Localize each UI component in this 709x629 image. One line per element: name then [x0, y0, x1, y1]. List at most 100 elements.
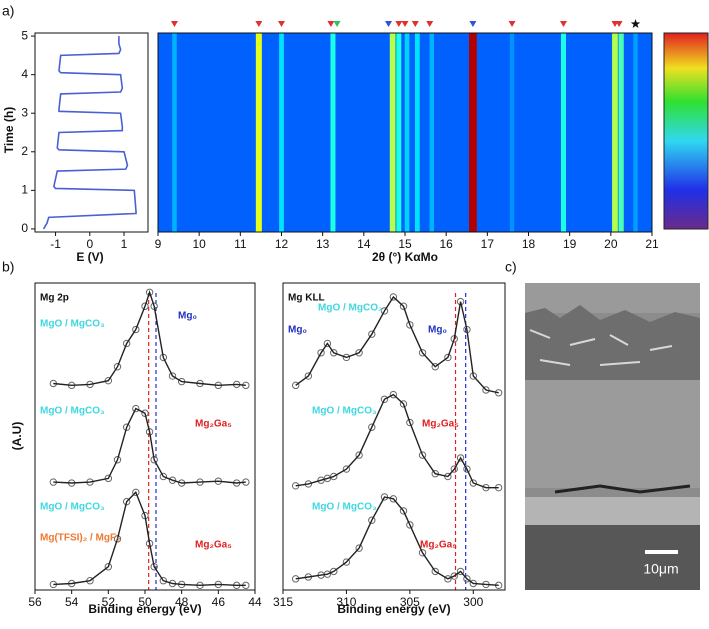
- x-tick-label: 44: [248, 595, 262, 609]
- x-axis-label: E (V): [76, 250, 103, 264]
- marker-triangle: [385, 21, 393, 27]
- data-point: [380, 395, 389, 403]
- data-point: [368, 516, 376, 524]
- data-point: [399, 507, 408, 515]
- data-point: [450, 572, 458, 580]
- data-point: [113, 535, 122, 543]
- sem-bottom: [525, 525, 700, 590]
- sem-middle: [525, 380, 700, 488]
- marker-triangle: [170, 21, 178, 27]
- reflection-stripe: [172, 33, 177, 232]
- x-axis-label: Binding energy (eV): [337, 602, 450, 616]
- x-tick-label: 46: [212, 595, 226, 609]
- x-tick-label: 21: [645, 237, 659, 251]
- x-tick-label: 9: [155, 237, 162, 251]
- y-tick-label: 4: [21, 67, 28, 81]
- reflection-stripe: [396, 33, 402, 232]
- x-tick-label: 305: [400, 595, 420, 609]
- data-point: [463, 575, 471, 583]
- data-point: [304, 372, 313, 380]
- reflection-stripe: [633, 33, 638, 232]
- marker-triangle: [401, 21, 409, 27]
- annotation: Mg₂Ga₅: [420, 540, 457, 551]
- x-tick-label: 13: [316, 237, 330, 251]
- x-tick-label: 15: [398, 237, 412, 251]
- data-point: [113, 456, 122, 464]
- x-tick-label: 20: [604, 237, 618, 251]
- fit-line: [53, 407, 246, 484]
- x-tick-label: 48: [175, 595, 189, 609]
- data-point: [418, 549, 427, 557]
- data-point: [132, 404, 140, 413]
- sem-texture: [529, 329, 673, 366]
- data-point: [355, 349, 363, 357]
- scale-bar-label: 10μm: [643, 561, 678, 577]
- data-point: [406, 321, 414, 329]
- x-tick-label: 50: [138, 595, 152, 609]
- reflection-stripe: [618, 33, 624, 232]
- data-point: [469, 479, 477, 487]
- marker-triangle: [395, 21, 403, 27]
- data-point: [291, 381, 300, 390]
- data-point: [399, 302, 408, 310]
- y-tick-label: 1: [21, 183, 28, 197]
- annotation: Mg₂Ga₅: [422, 419, 459, 430]
- x-tick-label: 19: [563, 237, 577, 251]
- x-tick-label: 54: [65, 595, 79, 609]
- data-point: [168, 476, 177, 484]
- x-tick-label: 16: [439, 237, 453, 251]
- panel-label: a): [2, 3, 14, 19]
- y-tick-label: 0: [21, 221, 28, 235]
- data-point: [380, 307, 389, 315]
- reflection-stripe: [255, 33, 262, 232]
- x-tick-label: 10: [192, 237, 206, 251]
- marker-triangle: [426, 21, 434, 27]
- fit-line: [295, 393, 499, 489]
- data-point: [122, 339, 131, 348]
- x-tick-label: 18: [522, 237, 536, 251]
- reflection-stripe: [429, 33, 435, 232]
- data-point: [355, 544, 363, 552]
- sem-top: [525, 283, 700, 313]
- marker-triangle: [255, 21, 263, 27]
- marker-triangle: [469, 21, 477, 27]
- reflection-stripe: [469, 33, 477, 232]
- reflection-stripe: [560, 33, 566, 232]
- x-tick-label: -1: [50, 237, 61, 251]
- annotation: MgO / MgCO₃: [40, 406, 105, 417]
- plot-frame: [34, 282, 256, 591]
- data-point: [418, 349, 427, 357]
- data-point: [399, 400, 408, 408]
- data-point: [113, 363, 122, 371]
- data-point: [389, 293, 398, 301]
- annotation: Mg₂Ga₅: [195, 419, 232, 430]
- x-tick-label: 17: [481, 237, 495, 251]
- data-point: [431, 363, 439, 371]
- data-point: [330, 567, 338, 576]
- fit-line: [53, 491, 246, 587]
- data-point: [330, 472, 338, 481]
- annotation: MgO / MgCO₃: [312, 502, 377, 513]
- reflection-stripe: [389, 33, 396, 232]
- data-point: [355, 451, 363, 459]
- x-tick-label: 12: [275, 237, 289, 251]
- x-tick-label: 1: [121, 237, 128, 251]
- data-point: [145, 288, 154, 297]
- marker-triangle: [559, 21, 567, 27]
- data-point: [450, 465, 458, 473]
- y-tick-label: 2: [21, 144, 28, 158]
- data-point: [389, 390, 398, 399]
- data-point: [431, 567, 439, 576]
- annotation: Mg₀: [428, 325, 447, 336]
- data-point: [444, 353, 452, 362]
- marker-triangle: [327, 21, 335, 27]
- annotation: Mg₀: [178, 311, 197, 322]
- annotation: Mg₂Ga₅: [195, 540, 232, 551]
- colorbar: [663, 32, 709, 230]
- x-tick-label: 310: [336, 595, 356, 609]
- reflection-stripe: [279, 33, 284, 232]
- data-point: [330, 349, 338, 357]
- x-tick-label: 11: [234, 237, 247, 251]
- marker-triangle: [615, 21, 623, 27]
